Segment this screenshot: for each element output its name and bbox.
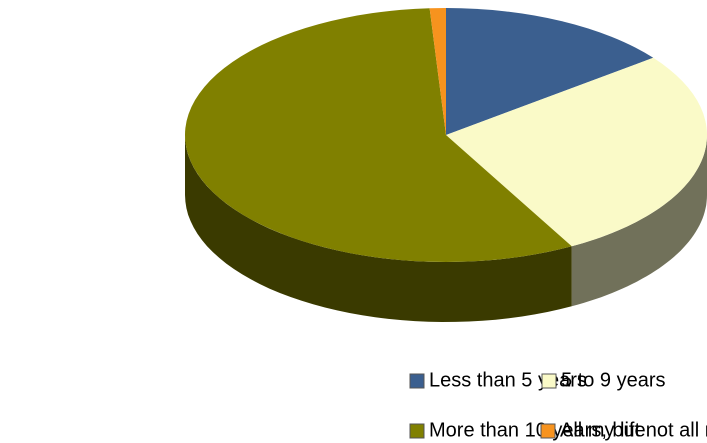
legend-label: More than 10 years, but not all my life (429, 419, 707, 441)
pie-slice (185, 8, 572, 262)
pie-slice (446, 57, 707, 247)
legend-swatch (409, 423, 425, 439)
legend-label: 5 to 9 years (561, 369, 666, 391)
pie-slice (446, 8, 654, 135)
pie-side (571, 135, 707, 307)
legend-swatch (541, 373, 557, 389)
pie-side (185, 135, 572, 322)
legend-swatch (409, 373, 425, 389)
legend-swatch (540, 423, 556, 439)
pie-slice (429, 8, 446, 135)
legend-label: All my life (560, 419, 646, 441)
